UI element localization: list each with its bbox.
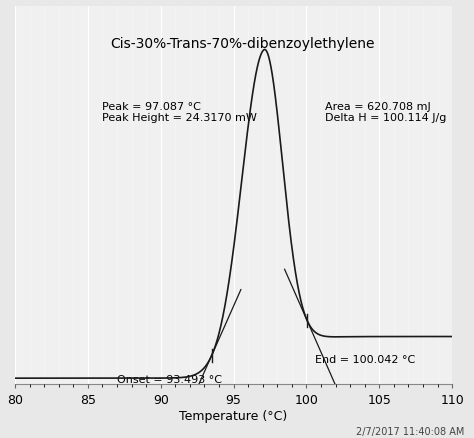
Text: End = 100.042 °C: End = 100.042 °C	[315, 354, 415, 364]
X-axis label: Temperature (°C): Temperature (°C)	[180, 410, 288, 422]
Text: Peak = 97.087 °C
Peak Height = 24.3170 mW: Peak = 97.087 °C Peak Height = 24.3170 m…	[102, 101, 257, 123]
Text: Cis-30%-Trans-70%-dibenzoylethylene: Cis-30%-Trans-70%-dibenzoylethylene	[110, 37, 374, 51]
Text: 2/7/2017 11:40:08 AM: 2/7/2017 11:40:08 AM	[356, 426, 465, 436]
Text: Onset = 93.493 °C: Onset = 93.493 °C	[117, 374, 222, 385]
Text: Area = 620.708 mJ
Delta H = 100.114 J/g: Area = 620.708 mJ Delta H = 100.114 J/g	[326, 101, 447, 123]
